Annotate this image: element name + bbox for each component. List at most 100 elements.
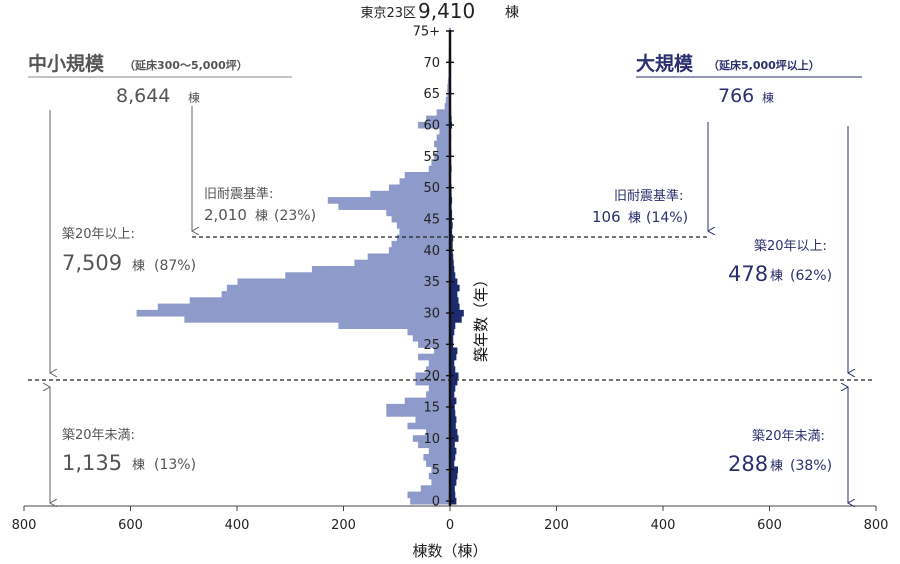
left-total-unit: 棟 [188,90,200,105]
small-scale-bar-age-64 [445,96,451,104]
x-tick-label: 200 [544,518,569,533]
small-scale-bar-age-28 [338,322,450,329]
x-tick-label: 200 [331,518,356,533]
large-scale-bar-age-2 [450,485,455,492]
y-tick-label: 75+ [413,25,440,40]
small-scale-bar-age-6 [426,460,450,467]
large-scale-bar-age-12 [450,422,456,430]
small-scale-bar-age-31 [157,303,451,311]
right-old-label: 旧耐震基準: [614,188,683,204]
y-tick-label: 30 [423,307,440,322]
small-scale-bar-age-2 [420,485,450,492]
large-scale-bar-age-27 [450,328,455,336]
y-tick-label: 70 [423,56,440,71]
large-scale-bar-age-41 [450,240,453,248]
large-scale-bar-age-44 [450,222,453,229]
large-scale-bar-age-39 [450,253,454,261]
large-scale-bar-age-38 [450,259,454,267]
right-total: 766 [718,85,754,107]
large-scale-bar-age-33 [450,291,458,298]
left-total: 8,644 [116,85,170,107]
left-over20-value: 7,509 [62,251,122,275]
y-tick-label: 0 [432,495,440,510]
small-scale-bar-age-26 [412,334,450,342]
title-value: 9,410 [418,0,475,23]
large-scale-bar-age-7 [450,454,456,461]
y-tick-label: 5 [432,463,440,478]
y-tick-label: 55 [423,150,440,165]
small-scale-bar-age-9 [418,441,450,449]
small-scale-bar-age-23 [418,353,450,361]
small-scale-bar-age-43 [399,228,450,235]
x-axis-ticks: 800 600 400 200 0 200 400 600 800 [12,506,888,533]
large-scale-bar-age-42 [450,234,454,242]
left-over20-label: 築20年以上: [62,227,135,242]
small-scale-bars [136,27,451,505]
large-scale-bar-age-11 [450,428,458,436]
small-scale-bar-age-30 [136,309,450,317]
small-scale-bar-age-41 [391,240,450,248]
small-scale-bar-age-60 [418,121,450,129]
y-axis-ticks: 0 5 10 15 20 25 30 35 40 45 50 55 60 65 70 75+ [413,25,454,510]
y-tick-label: 20 [423,369,440,384]
y-tick-label: 65 [423,87,440,102]
x-tick-label: 0 [446,518,454,533]
small-scale-bar-age-27 [407,328,450,336]
x-tick-label: 400 [651,518,676,533]
large-scale-bar-age-6 [450,460,455,467]
right-total-unit: 棟 [762,90,774,105]
small-scale-bar-age-45 [391,215,450,223]
large-scale-bar-age-32 [450,297,459,304]
small-scale-bar-age-44 [396,222,450,229]
small-scale-bar-age-21 [426,366,450,373]
small-scale-bar-age-62 [436,109,450,116]
small-scale-bar-age-0 [410,497,450,505]
small-scale-bar-age-53 [428,165,451,173]
small-scale-bar-age-51 [399,178,450,185]
small-scale-bar-age-47 [338,203,450,210]
large-scale-bar-age-31 [450,303,460,311]
small-scale-bar-age-12 [407,422,450,430]
left-title: 中小規模 [28,52,105,75]
right-over20-value: 478 [728,262,768,286]
right-over20-pct: (62%) [790,268,832,284]
small-scale-bar-age-8 [428,447,451,455]
small-scale-bar-age-52 [404,172,450,179]
small-scale-bar-age-35 [237,278,450,286]
left-under20-unit: 棟 [132,458,145,473]
small-scale-bar-age-20 [415,372,450,380]
x-axis-label: 棟数（棟） [412,542,487,560]
y-tick-label: 25 [423,338,440,353]
large-scale-bar-age-10 [450,435,459,442]
right-old-unit: 棟 [628,211,641,226]
large-scale-bar-age-23 [450,353,457,361]
small-scale-bar-age-55 [434,153,450,160]
small-scale-bar-age-32 [189,297,450,304]
left-under20-pct: (13%) [154,457,196,473]
large-scale-bar-age-22 [450,360,455,367]
large-scale-bar-age-36 [450,272,456,279]
small-scale-bar-age-5 [431,466,450,474]
right-under20-value: 288 [728,452,768,476]
small-scale-bar-age-37 [311,266,450,273]
left-old-unit: 棟 [255,209,268,224]
large-scale-bar-age-30 [450,309,464,317]
small-scale-bar-age-42 [396,234,450,242]
left-over20-unit: 棟 [132,259,145,274]
small-scale-bar-age-49 [370,190,450,198]
right-over20-label: 築20年以上: [754,239,827,254]
left-under20-label: 築20年未満: [62,428,135,443]
small-scale-bar-age-58 [436,134,450,141]
right-title: 大規模 [636,52,694,75]
small-scale-bar-age-40 [388,247,450,254]
large-scale-bars [450,27,464,505]
small-scale-bar-age-1 [407,491,450,499]
x-tick-label: 600 [757,518,782,533]
left-title-sub: （延床300～5,000坪） [124,58,248,72]
small-scale-bar-age-17 [426,391,450,398]
large-scale-bar-age-17 [450,391,455,398]
large-scale-bar-age-29 [450,316,462,323]
right-over20-unit: 棟 [770,269,783,284]
y-tick-label: 60 [423,119,440,134]
right-old-pct: (14%) [646,210,688,226]
